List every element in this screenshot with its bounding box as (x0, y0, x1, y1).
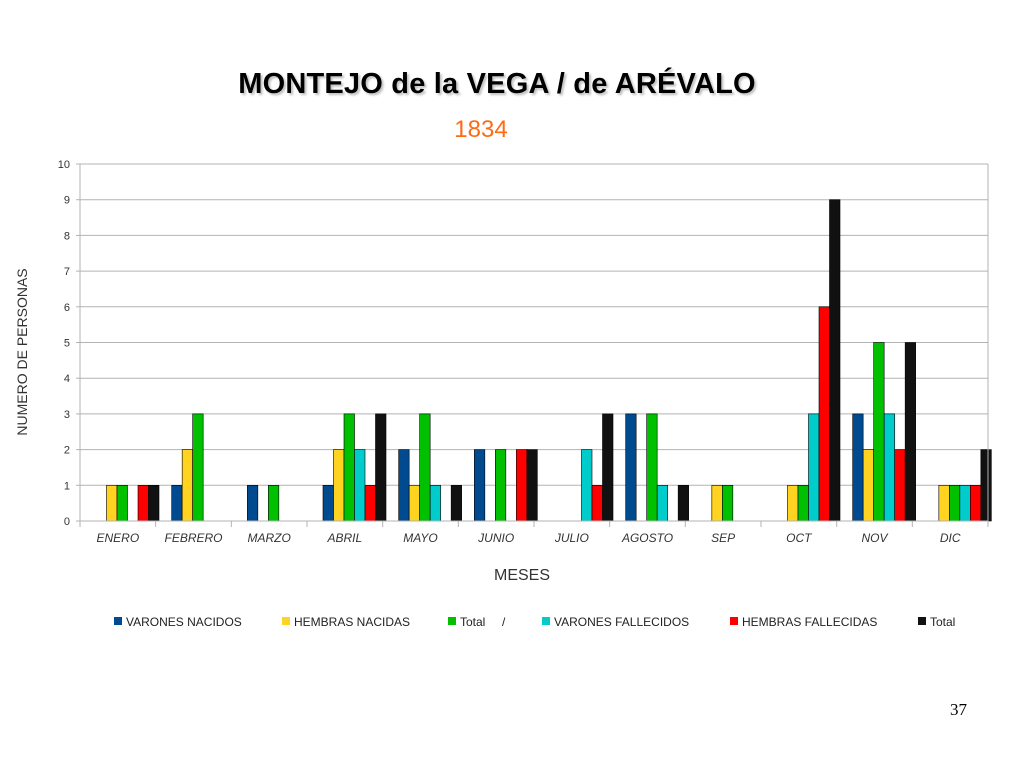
x-tick-labels: ENERO FEBRERO MARZO ABRIL MAYO JUNIO JULIO AGOS… (96, 531, 960, 545)
legend-label: HEMBRAS FALLECIDAS (742, 615, 877, 629)
bar (711, 484, 723, 522)
bar (818, 306, 830, 522)
bar (450, 484, 462, 522)
chart-subtitle: 1834 (454, 116, 508, 143)
y-tick-label: 1 (64, 480, 70, 492)
bar (419, 413, 431, 522)
x-tick-label: DIC (940, 531, 961, 545)
bar (862, 449, 874, 522)
y-tick-label: 3 (64, 409, 70, 421)
legend-label: Total (460, 615, 485, 629)
bar (268, 484, 280, 522)
bar (137, 484, 149, 522)
y-tick-label: 0 (64, 516, 70, 528)
legend-label: VARONES NACIDOS (126, 615, 242, 629)
y-tick-label: 4 (64, 373, 70, 385)
bar (797, 484, 809, 522)
x-tick-label: MAYO (403, 531, 437, 545)
chart-title: MONTEJO de la VEGA / de ARÉVALO (238, 68, 756, 100)
y-tick-label: 7 (64, 266, 70, 278)
bar (646, 413, 658, 522)
bar (322, 484, 334, 522)
x-tick-label: AGOSTO (621, 531, 673, 545)
legend-label: HEMBRAS NACIDAS (294, 615, 410, 629)
legend-swatch (918, 617, 926, 625)
bar (722, 484, 734, 522)
bar (474, 449, 486, 522)
y-tick-label: 10 (58, 159, 70, 171)
legend-separator: / (502, 615, 506, 629)
bar (980, 449, 992, 522)
legend-swatch (730, 617, 738, 625)
bar (375, 413, 387, 522)
x-tick-label: ABRIL (326, 531, 362, 545)
bar (894, 449, 906, 522)
bar (429, 484, 441, 522)
bar (171, 484, 183, 522)
bar (787, 484, 799, 522)
bar (949, 484, 961, 522)
y-tick-label: 8 (64, 230, 70, 242)
legend-label: VARONES FALLECIDOS (554, 615, 689, 629)
bar (656, 484, 668, 522)
legend: VARONES NACIDOS HEMBRAS NACIDAS Total VARON… (114, 615, 955, 629)
bar (883, 413, 895, 522)
bar (398, 449, 410, 522)
axes (76, 163, 989, 527)
y-tick-label: 2 (64, 445, 70, 457)
bar (526, 449, 538, 522)
bar (938, 484, 950, 522)
page-number: 37 (950, 700, 967, 719)
bar (625, 413, 637, 522)
legend-swatch (282, 617, 290, 625)
legend-label: Total (930, 615, 955, 629)
legend-swatch (114, 617, 122, 625)
bar (495, 449, 507, 522)
bar (829, 199, 841, 522)
bar (959, 484, 971, 522)
bar (516, 449, 528, 522)
legend-swatch (448, 617, 456, 625)
x-tick-label: JULIO (554, 531, 589, 545)
bar (602, 413, 614, 522)
x-tick-label: OCT (786, 531, 813, 545)
x-tick-label: FEBRERO (164, 531, 222, 545)
bar (364, 484, 376, 522)
x-axis-title: MESES (494, 567, 550, 584)
bar (148, 484, 160, 522)
y-tick-labels: 0 1 2 3 4 5 6 7 8 9 10 (58, 159, 70, 528)
bar (677, 484, 689, 522)
bar (181, 449, 193, 522)
y-tick-label: 9 (64, 195, 70, 207)
x-tick-label: SEP (711, 531, 735, 545)
bar (970, 484, 982, 522)
bar (106, 484, 118, 522)
bar (904, 342, 916, 522)
x-tick-label: JUNIO (477, 531, 514, 545)
bars (106, 199, 992, 522)
bar (192, 413, 204, 522)
bar (247, 484, 259, 522)
bar (808, 413, 820, 522)
bar (408, 484, 420, 522)
bar (343, 413, 355, 522)
y-tick-label: 6 (64, 302, 70, 314)
y-tick-label: 5 (64, 338, 70, 350)
bar (852, 413, 864, 522)
legend-swatch (542, 617, 550, 625)
y-axis-title: NUMERO DE PERSONAS (14, 268, 30, 435)
x-tick-label: MARZO (247, 531, 290, 545)
bar (116, 484, 128, 522)
x-tick-label: NOV (861, 531, 888, 545)
bar (333, 449, 345, 522)
x-tick-label: ENERO (96, 531, 139, 545)
bar (873, 342, 885, 522)
bar (354, 449, 366, 522)
bar (591, 484, 603, 522)
bar (581, 449, 593, 522)
gridlines (80, 163, 988, 486)
